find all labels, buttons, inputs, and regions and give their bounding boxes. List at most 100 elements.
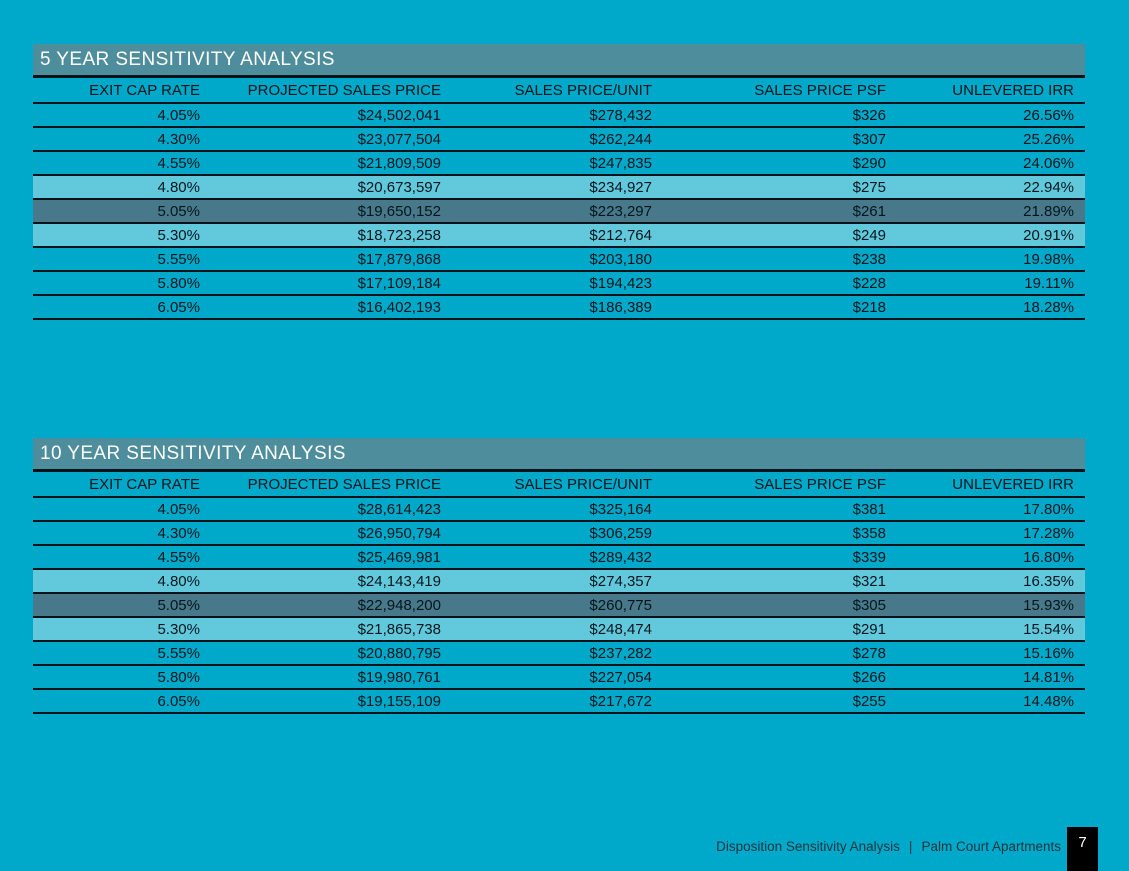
table-cell: 4.55% (157, 154, 200, 172)
table-cell: 4.55% (157, 548, 200, 566)
page-footer: Disposition Sensitivity Analysis | Palm Co… (716, 827, 1098, 871)
column-header: UNLEVERED IRR (952, 475, 1074, 493)
table-cell: 5.05% (157, 596, 200, 614)
table-cell: $247,835 (589, 154, 652, 172)
table-cell: $228 (852, 274, 886, 292)
table-cell: $321 (852, 572, 886, 590)
table-cell: 4.05% (157, 500, 200, 518)
table-row: 4.80% $24,143,419 $274,357 $321 16.35% (33, 570, 1085, 594)
table-cell: 5.80% (157, 668, 200, 686)
table-cell: 5.55% (157, 644, 200, 662)
table-cell: $274,357 (589, 572, 652, 590)
table-cell: $238 (852, 250, 886, 268)
table-cell: $20,673,597 (357, 178, 441, 196)
table-cell: $217,672 (589, 692, 652, 710)
table-cell: 14.81% (1023, 668, 1074, 686)
table-cell: $23,077,504 (357, 130, 441, 148)
table-cell: $249 (852, 226, 886, 244)
table-row: 5.80% $19,980,761 $227,054 $266 14.81% (33, 666, 1085, 690)
table-cell: $339 (852, 548, 886, 566)
table-cell: 4.30% (157, 130, 200, 148)
table-row: 5.30% $18,723,258 $212,764 $249 20.91% (33, 224, 1085, 248)
table-cell: 24.06% (1023, 154, 1074, 172)
table-row: 6.05% $16,402,193 $186,389 $218 18.28% (33, 296, 1085, 320)
footer-separator: | (908, 839, 913, 854)
sensitivity-table-5yr: 5 YEAR SENSITIVITY ANALYSIS EXIT CAP RATE… (33, 44, 1085, 320)
table-row: 5.80% $17,109,184 $194,423 $228 19.11% (33, 272, 1085, 296)
table-cell: $289,432 (589, 548, 652, 566)
table-cell: 25.26% (1023, 130, 1074, 148)
table-cell: $291 (852, 620, 886, 638)
table-title-band: 10 YEAR SENSITIVITY ANALYSIS (33, 438, 1085, 472)
table-cell: $358 (852, 524, 886, 542)
table-cell: 17.28% (1023, 524, 1074, 542)
table-cell: $381 (852, 500, 886, 518)
column-header: EXIT CAP RATE (89, 475, 200, 493)
sensitivity-table-10yr: 10 YEAR SENSITIVITY ANALYSIS EXIT CAP RAT… (33, 438, 1085, 714)
column-header: UNLEVERED IRR (952, 81, 1074, 99)
table-cell: $203,180 (589, 250, 652, 268)
table-cell: 4.80% (157, 178, 200, 196)
table-cell: $306,259 (589, 524, 652, 542)
footer-project-label: Palm Court Apartments (921, 839, 1061, 854)
table-cell: $17,109,184 (357, 274, 441, 292)
table-row: 5.55% $17,879,868 $203,180 $238 19.98% (33, 248, 1085, 272)
table-cell: $19,650,152 (357, 202, 441, 220)
table-cell: $194,423 (589, 274, 652, 292)
table-cell: $28,614,423 (357, 500, 441, 518)
table-cell: 6.05% (157, 298, 200, 316)
table-cell: 5.80% (157, 274, 200, 292)
table-row: 5.05% $22,948,200 $260,775 $305 15.93% (33, 594, 1085, 618)
table-cell: $21,809,509 (357, 154, 441, 172)
table-cell: 15.93% (1023, 596, 1074, 614)
table-cell: $275 (852, 178, 886, 196)
table-cell: $260,775 (589, 596, 652, 614)
table-title: 5 YEAR SENSITIVITY ANALYSIS (40, 48, 335, 70)
table-cell: $227,054 (589, 668, 652, 686)
table-cell: $22,948,200 (357, 596, 441, 614)
table-cell: 15.16% (1023, 644, 1074, 662)
table-cell: $223,297 (589, 202, 652, 220)
table-cell: 17.80% (1023, 500, 1074, 518)
table-cell: $234,927 (589, 178, 652, 196)
table-cell: $20,880,795 (357, 644, 441, 662)
column-header: SALES PRICE/UNIT (514, 475, 652, 493)
column-header: SALES PRICE PSF (754, 475, 886, 493)
table-cell: 5.55% (157, 250, 200, 268)
table-cell: $266 (852, 668, 886, 686)
table-cell: $261 (852, 202, 886, 220)
table-row: 5.55% $20,880,795 $237,282 $278 15.16% (33, 642, 1085, 666)
table-cell: 4.30% (157, 524, 200, 542)
table-cell: $212,764 (589, 226, 652, 244)
table-row: 4.80% $20,673,597 $234,927 $275 22.94% (33, 176, 1085, 200)
table-cell: 5.30% (157, 620, 200, 638)
table-cell: 4.80% (157, 572, 200, 590)
table-title-band: 5 YEAR SENSITIVITY ANALYSIS (33, 44, 1085, 78)
table-cell: $305 (852, 596, 886, 614)
table-cell: $25,469,981 (357, 548, 441, 566)
table-cell: 26.56% (1023, 106, 1074, 124)
table-cell: 15.54% (1023, 620, 1074, 638)
table-cell: $17,879,868 (357, 250, 441, 268)
table-cell: $16,402,193 (357, 298, 441, 316)
footer-text: Disposition Sensitivity Analysis | Palm Co… (716, 839, 1061, 854)
table-row: 4.05% $28,614,423 $325,164 $381 17.80% (33, 498, 1085, 522)
table-cell: 21.89% (1023, 202, 1074, 220)
table-cell: $24,143,419 (357, 572, 441, 590)
table-row: 4.55% $21,809,509 $247,835 $290 24.06% (33, 152, 1085, 176)
table-cell: 19.98% (1023, 250, 1074, 268)
table-cell: $278 (852, 644, 886, 662)
table-row: 4.30% $23,077,504 $262,244 $307 25.26% (33, 128, 1085, 152)
page-number-badge: 7 (1067, 827, 1098, 871)
table-header-row: EXIT CAP RATE PROJECTED SALES PRICE SALES … (33, 78, 1085, 104)
table-row: 6.05% $19,155,109 $217,672 $255 14.48% (33, 690, 1085, 714)
column-header: PROJECTED SALES PRICE (247, 475, 441, 493)
table-cell: $307 (852, 130, 886, 148)
table-cell: $255 (852, 692, 886, 710)
table-cell: 5.30% (157, 226, 200, 244)
table-cell: 22.94% (1023, 178, 1074, 196)
table-cell: 18.28% (1023, 298, 1074, 316)
table-row: 5.05% $19,650,152 $223,297 $261 21.89% (33, 200, 1085, 224)
table-cell: $26,950,794 (357, 524, 441, 542)
table-cell: $326 (852, 106, 886, 124)
